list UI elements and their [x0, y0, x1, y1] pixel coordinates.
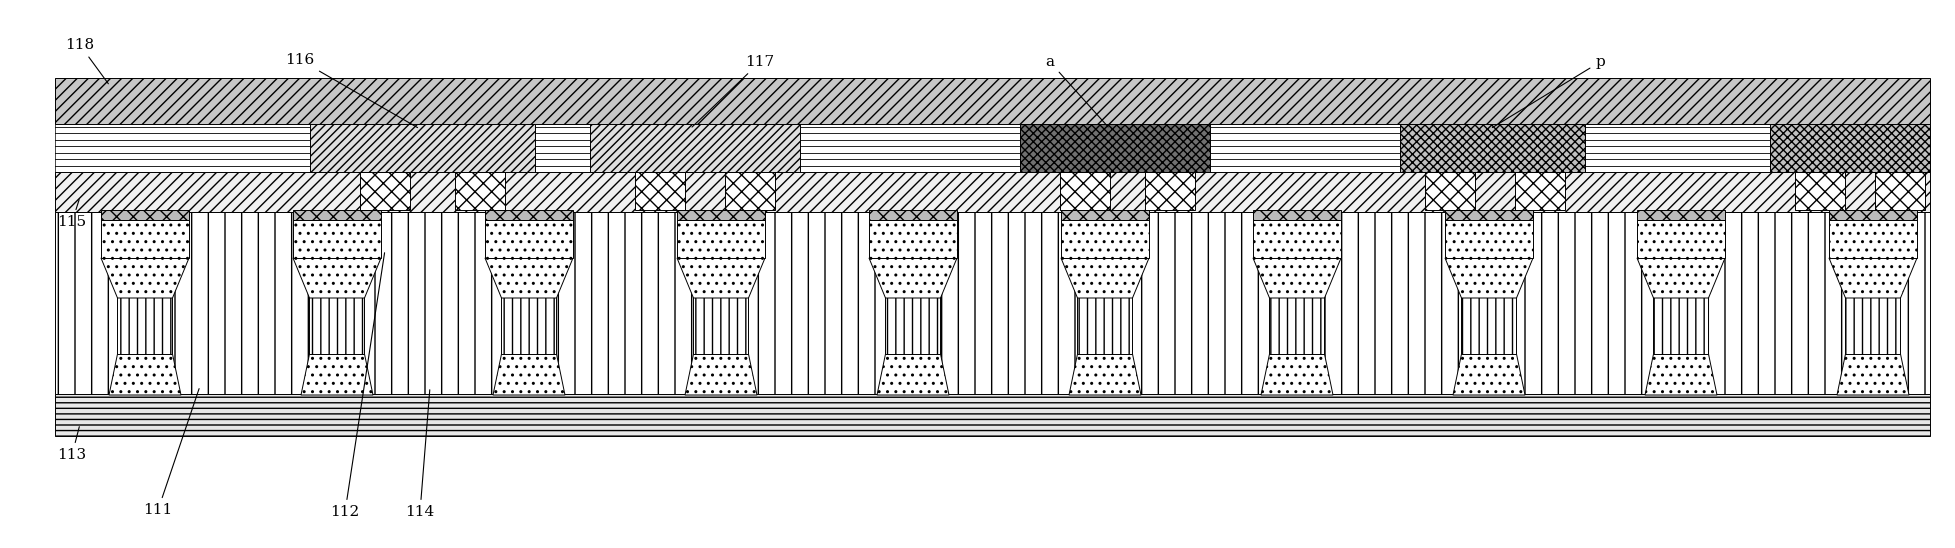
Bar [1062, 220, 1150, 258]
Bar [1445, 220, 1533, 258]
Bar [694, 292, 749, 354]
Bar [1654, 292, 1709, 354]
Bar [1875, 172, 1926, 210]
Bar [870, 210, 958, 220]
Text: 111: 111 [143, 389, 199, 517]
Bar [1830, 220, 1918, 258]
Bar [1021, 124, 1210, 172]
Bar [293, 220, 381, 258]
Bar [1795, 172, 1846, 210]
Polygon shape [676, 258, 764, 298]
Polygon shape [493, 354, 565, 395]
Polygon shape [109, 354, 182, 395]
Bar [1253, 220, 1341, 258]
Bar [485, 210, 573, 220]
Polygon shape [878, 354, 948, 395]
Bar [886, 292, 940, 354]
Polygon shape [102, 258, 190, 298]
Polygon shape [684, 354, 757, 395]
Bar [1636, 220, 1724, 258]
Polygon shape [485, 258, 573, 298]
Text: a: a [1046, 55, 1108, 127]
Polygon shape [1069, 354, 1142, 395]
Bar [1425, 172, 1474, 210]
Bar [502, 292, 557, 354]
Bar [117, 292, 172, 354]
Bar [1400, 124, 1586, 172]
Bar [1445, 210, 1533, 220]
Bar [870, 220, 958, 258]
Bar [1060, 172, 1110, 210]
Bar [55, 172, 1930, 212]
Text: 112: 112 [330, 253, 385, 519]
Bar [635, 172, 684, 210]
Bar [293, 210, 381, 220]
Text: 113: 113 [57, 427, 86, 462]
Bar [311, 124, 536, 172]
Bar [1769, 124, 1930, 172]
Bar [55, 394, 1930, 436]
Text: 117: 117 [692, 55, 774, 127]
Text: p: p [1492, 55, 1605, 128]
Bar [590, 124, 800, 172]
Text: 114: 114 [405, 390, 434, 519]
Polygon shape [1453, 354, 1525, 395]
Bar [676, 210, 764, 220]
Text: 116: 116 [285, 53, 418, 128]
Bar [1636, 210, 1724, 220]
Bar [456, 172, 504, 210]
Bar [309, 292, 364, 354]
Bar [102, 210, 190, 220]
Bar [55, 120, 1930, 172]
Polygon shape [1062, 258, 1150, 298]
Bar [1462, 292, 1517, 354]
Polygon shape [1830, 258, 1918, 298]
Text: 118: 118 [65, 38, 108, 84]
Polygon shape [1445, 258, 1533, 298]
Bar [1830, 210, 1918, 220]
Bar [55, 212, 1930, 394]
Bar [102, 220, 190, 258]
Polygon shape [293, 258, 381, 298]
Polygon shape [1838, 354, 1908, 395]
Polygon shape [301, 354, 373, 395]
Polygon shape [1636, 258, 1724, 298]
Polygon shape [1253, 258, 1341, 298]
Polygon shape [1644, 354, 1716, 395]
Bar [1077, 292, 1132, 354]
Bar [1146, 172, 1195, 210]
Bar [1515, 172, 1566, 210]
Bar [1253, 210, 1341, 220]
Bar [676, 220, 764, 258]
Bar [360, 172, 411, 210]
Polygon shape [870, 258, 958, 298]
Polygon shape [1261, 354, 1333, 395]
Bar [1062, 210, 1150, 220]
Bar [1269, 292, 1324, 354]
Bar [725, 172, 774, 210]
Bar [55, 78, 1930, 124]
Text: 115: 115 [57, 199, 86, 229]
Bar [485, 220, 573, 258]
Bar [1846, 292, 1900, 354]
